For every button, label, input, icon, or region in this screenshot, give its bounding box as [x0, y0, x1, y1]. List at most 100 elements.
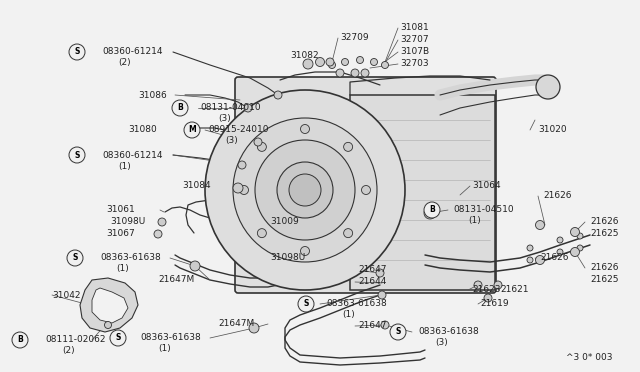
Text: 31080: 31080: [128, 125, 157, 135]
Circle shape: [424, 202, 440, 218]
FancyBboxPatch shape: [235, 77, 496, 293]
Text: (1): (1): [158, 344, 171, 353]
Circle shape: [238, 161, 246, 169]
Text: 31067: 31067: [106, 230, 135, 238]
Text: 31061: 31061: [106, 205, 135, 215]
Circle shape: [301, 125, 310, 134]
Circle shape: [158, 218, 166, 226]
Text: S: S: [303, 299, 308, 308]
Text: 21647: 21647: [358, 266, 387, 275]
Circle shape: [536, 75, 560, 99]
Circle shape: [570, 228, 579, 237]
Text: 21647M: 21647M: [158, 276, 195, 285]
Circle shape: [239, 186, 248, 195]
Circle shape: [233, 183, 243, 193]
Circle shape: [233, 118, 377, 262]
Text: (3): (3): [218, 115, 231, 124]
Circle shape: [494, 281, 502, 289]
Circle shape: [277, 162, 333, 218]
Text: (3): (3): [225, 137, 237, 145]
Circle shape: [254, 138, 262, 146]
Circle shape: [527, 245, 533, 251]
Circle shape: [484, 294, 492, 302]
Circle shape: [570, 247, 579, 257]
Polygon shape: [80, 278, 138, 332]
Circle shape: [381, 321, 389, 329]
Circle shape: [362, 186, 371, 195]
Text: S: S: [72, 253, 77, 263]
Text: S: S: [115, 334, 121, 343]
Circle shape: [104, 321, 111, 328]
Bar: [350, 95, 495, 290]
Text: M: M: [188, 125, 196, 135]
Circle shape: [344, 142, 353, 151]
Circle shape: [557, 237, 563, 243]
Circle shape: [371, 58, 378, 65]
Circle shape: [376, 269, 384, 277]
Text: 31082: 31082: [290, 51, 319, 60]
Circle shape: [316, 58, 324, 67]
Circle shape: [303, 59, 313, 69]
Circle shape: [257, 142, 266, 151]
Text: 08363-61638: 08363-61638: [418, 327, 479, 337]
Circle shape: [67, 250, 83, 266]
Text: 21626: 21626: [543, 192, 572, 201]
Text: 08363-61638: 08363-61638: [326, 299, 387, 308]
Circle shape: [577, 233, 583, 239]
Text: 31098U: 31098U: [110, 218, 145, 227]
Text: B: B: [177, 103, 183, 112]
Text: B: B: [429, 205, 435, 215]
Text: 08360-61214: 08360-61214: [102, 48, 163, 57]
Text: 31064: 31064: [472, 182, 500, 190]
Text: S: S: [74, 48, 80, 57]
Circle shape: [527, 257, 533, 263]
Text: 21625: 21625: [590, 228, 618, 237]
Text: 21626: 21626: [540, 253, 568, 263]
Text: 21619: 21619: [480, 299, 509, 308]
Circle shape: [326, 58, 334, 66]
Circle shape: [301, 247, 310, 256]
Text: 21623: 21623: [472, 285, 500, 295]
Text: ^3 0* 003: ^3 0* 003: [566, 353, 612, 362]
Circle shape: [344, 229, 353, 238]
Text: 08915-24010: 08915-24010: [208, 125, 269, 135]
Polygon shape: [92, 288, 128, 323]
Text: (3): (3): [435, 339, 448, 347]
Text: 31098U: 31098U: [270, 253, 305, 263]
Text: 21647: 21647: [358, 321, 387, 330]
Circle shape: [577, 245, 583, 251]
Circle shape: [69, 147, 85, 163]
Text: 21644: 21644: [358, 278, 387, 286]
Circle shape: [424, 207, 436, 219]
Text: (1): (1): [468, 217, 481, 225]
Circle shape: [557, 249, 563, 255]
Circle shape: [154, 230, 162, 238]
Text: 32703: 32703: [400, 60, 429, 68]
Circle shape: [69, 44, 85, 60]
Text: 31042: 31042: [52, 291, 81, 299]
Text: 31086: 31086: [138, 90, 167, 99]
Circle shape: [190, 261, 200, 271]
Circle shape: [328, 61, 335, 68]
Text: S: S: [396, 327, 401, 337]
Text: 08363-61638: 08363-61638: [140, 334, 201, 343]
Circle shape: [536, 221, 545, 230]
Circle shape: [12, 332, 28, 348]
Circle shape: [184, 122, 200, 138]
Circle shape: [381, 61, 388, 68]
Text: S: S: [74, 151, 80, 160]
Circle shape: [474, 281, 482, 289]
Text: 32709: 32709: [340, 33, 369, 42]
Circle shape: [536, 256, 545, 264]
Circle shape: [356, 57, 364, 64]
Text: (1): (1): [118, 161, 131, 170]
Text: 21626: 21626: [590, 218, 618, 227]
Circle shape: [378, 291, 386, 299]
Text: 08131-04010: 08131-04010: [200, 103, 260, 112]
Text: 32707: 32707: [400, 35, 429, 45]
Text: 31009: 31009: [270, 218, 299, 227]
Text: (1): (1): [342, 311, 355, 320]
Text: 21626: 21626: [590, 263, 618, 273]
Text: (2): (2): [118, 58, 131, 67]
Text: 08131-04510: 08131-04510: [453, 205, 514, 215]
